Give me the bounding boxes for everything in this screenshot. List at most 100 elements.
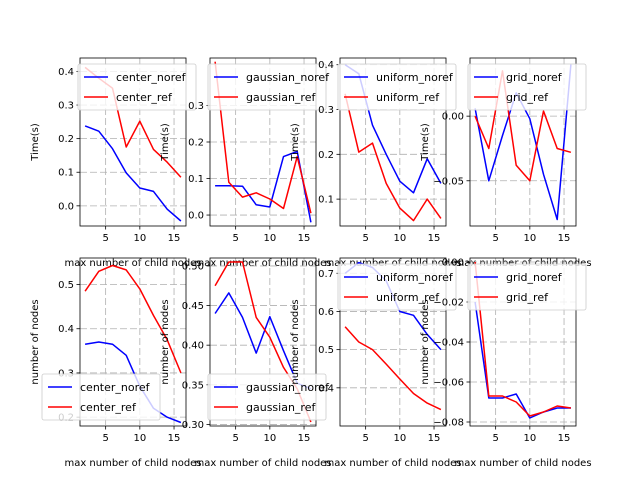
x-axis-label: max number of child nodes <box>194 458 331 469</box>
y-tick-label: 0.2 <box>318 150 334 161</box>
y-tick-label: −0.08 <box>433 418 464 429</box>
y-tick-label: 0.3 <box>318 105 334 116</box>
x-tick-label: 15 <box>168 233 181 244</box>
x-axis-label: max number of child nodes <box>454 258 591 269</box>
legend-label: center_ref <box>116 91 173 104</box>
x-tick-label: 15 <box>558 433 571 444</box>
legend-label: gaussian_noref <box>246 71 330 84</box>
axes-frame <box>339 257 447 427</box>
legend: center_noref center_ref <box>77 63 197 111</box>
legend-label: uniform_noref <box>376 271 454 284</box>
series-line-center_noref <box>84 125 182 222</box>
x-tick-label: 15 <box>558 233 571 244</box>
legend-label: uniform_ref <box>376 91 440 104</box>
y-axis-label: Time(s) <box>160 123 171 162</box>
series-group <box>84 264 182 424</box>
y-tick-label: 0.50 <box>182 261 204 272</box>
legend-box <box>337 263 457 311</box>
y-tick-label: −0.06 <box>433 378 464 389</box>
legend-label: uniform_noref <box>376 71 454 84</box>
x-tick-label: 15 <box>298 433 311 444</box>
x-axis-label: max number of child nodes <box>64 258 201 269</box>
y-tick-label: 0.6 <box>318 307 334 318</box>
y-axis-label: number of nodes <box>160 299 171 384</box>
y-tick-label: 0.45 <box>182 301 204 312</box>
axes-frame <box>79 57 187 227</box>
legend: grid_noref grid_ref <box>467 263 587 311</box>
legend-label: uniform_ref <box>376 291 440 304</box>
legend: grid_noref grid_ref <box>467 63 587 111</box>
series-line-center_ref <box>84 264 182 374</box>
x-tick-label: 5 <box>362 233 368 244</box>
series-line-uniform_ref <box>344 93 442 222</box>
legend: uniform_noref uniform_ref <box>337 63 457 111</box>
x-tick-label: 10 <box>133 433 146 444</box>
y-tick-label: 0.5 <box>318 345 334 356</box>
legend: center_noref center_ref <box>41 373 161 421</box>
axes-frame <box>339 57 447 227</box>
legend-label: grid_noref <box>506 71 563 84</box>
y-tick-label: 0.4 <box>318 383 334 394</box>
x-tick-label: 5 <box>232 433 238 444</box>
legend-label: center_noref <box>116 71 187 84</box>
y-tick-label: −0.02 <box>433 298 464 309</box>
x-tick-label: 15 <box>298 233 311 244</box>
legend-label: gaussian_ref <box>246 401 316 414</box>
axes-frame <box>209 257 317 427</box>
legend-box <box>77 63 197 111</box>
x-axis-label: max number of child nodes <box>454 458 591 469</box>
x-tick-label: 15 <box>428 433 441 444</box>
x-tick-label: 5 <box>492 433 498 444</box>
y-axis-label: Time(s) <box>420 123 431 162</box>
y-tick-label: 0.2 <box>58 134 74 145</box>
y-axis-label: number of nodes <box>420 299 431 384</box>
legend: gaussian_noref gaussian_ref <box>207 373 330 421</box>
x-tick-label: 10 <box>133 233 146 244</box>
y-tick-label: 0.2 <box>188 138 204 149</box>
y-axis-label: Time(s) <box>30 123 41 162</box>
x-axis-label: max number of child nodes <box>324 458 461 469</box>
y-tick-label: 0.7 <box>318 269 334 280</box>
y-tick-label: 0.5 <box>58 280 74 291</box>
y-tick-label: 0.0 <box>58 201 74 212</box>
x-axis-label: max number of child nodes <box>64 458 201 469</box>
x-tick-label: 10 <box>393 233 406 244</box>
x-tick-label: 15 <box>428 233 441 244</box>
x-tick-label: 10 <box>523 433 536 444</box>
y-tick-label: 0.00 <box>442 258 464 269</box>
legend-box <box>207 373 327 421</box>
y-tick-label: 0.35 <box>182 380 204 391</box>
legend-box <box>467 63 587 111</box>
legend: uniform_noref uniform_ref <box>337 263 457 311</box>
legend-box <box>207 63 327 111</box>
y-tick-label: 0.00 <box>442 112 464 123</box>
legend-box <box>337 63 457 111</box>
y-axis-label: Time(s) <box>290 123 301 162</box>
x-tick-label: 5 <box>102 433 108 444</box>
legend-label: grid_ref <box>506 291 549 304</box>
subplot-1: 5 10 15 0.0 0.1 0.2 0.3 0.4 max number of child … <box>30 57 202 269</box>
series-line-grid_ref <box>474 70 572 182</box>
y-tick-label: 0.0 <box>188 211 204 222</box>
x-tick-label: 5 <box>362 433 368 444</box>
y-axis-label: number of nodes <box>290 299 301 384</box>
x-axis-label: max number of child nodes <box>194 258 331 269</box>
legend-label: center_noref <box>80 381 151 394</box>
subplot-2: 5 10 15 0.0 0.1 0.2 0.3 max number of child nod… <box>160 57 332 269</box>
x-axis-label: max number of child nodes <box>324 258 461 269</box>
y-tick-label: 0.40 <box>182 341 204 352</box>
y-tick-label: 0.3 <box>188 101 204 112</box>
legend-label: grid_noref <box>506 271 563 284</box>
legend-label: grid_ref <box>506 91 549 104</box>
y-tick-label: −0.05 <box>433 176 464 187</box>
y-tick-label: 0.1 <box>58 168 74 179</box>
axes-frame <box>79 257 187 427</box>
x-tick-label: 15 <box>168 433 181 444</box>
series-line-grid_noref <box>474 301 571 419</box>
series-line-gaussian_ref <box>214 61 312 214</box>
x-tick-label: 10 <box>393 433 406 444</box>
